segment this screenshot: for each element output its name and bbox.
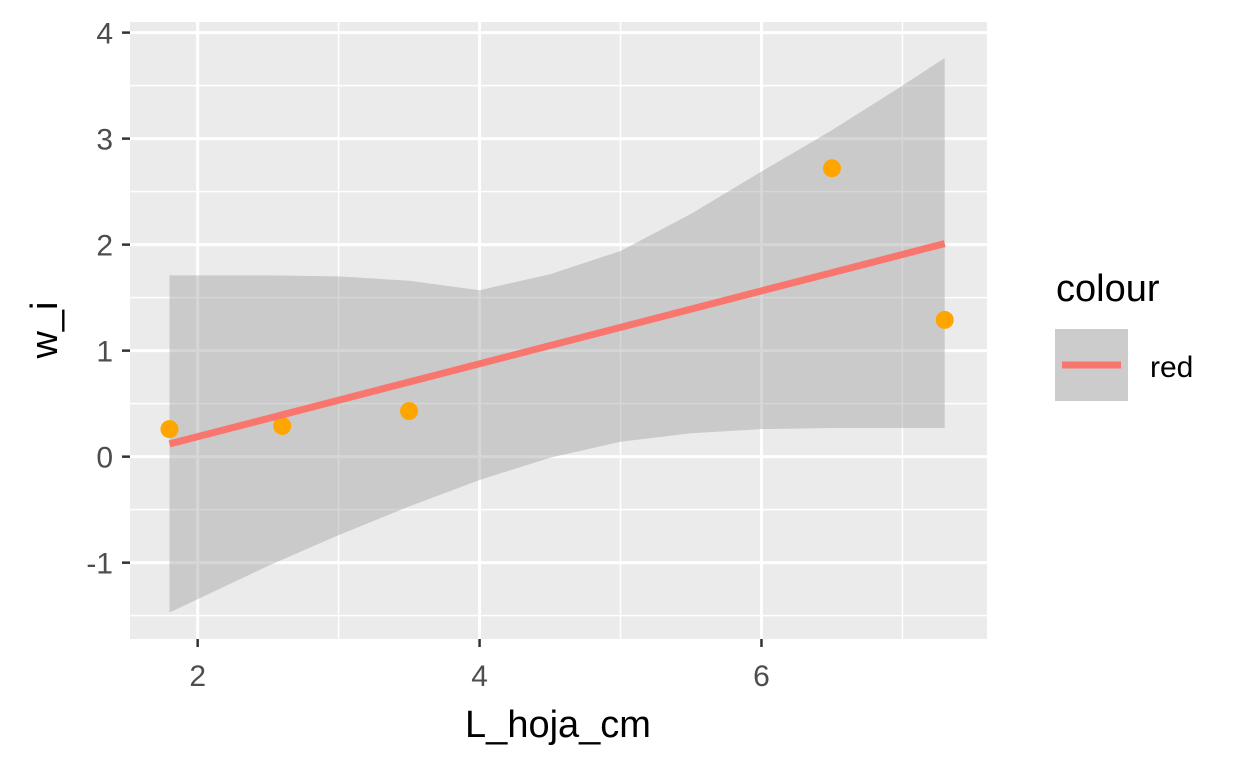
axis-ticks: [122, 31, 763, 647]
legend-label-red: red: [1150, 351, 1193, 384]
x-tick-label: 6: [753, 660, 770, 693]
data-point: [160, 420, 179, 439]
major-gridlines: [130, 22, 987, 639]
data-points: [160, 159, 954, 439]
regression-line: [168, 240, 946, 448]
y-tick-label: -1: [86, 548, 113, 581]
data-point: [400, 402, 419, 421]
x-axis-title: L_hoja_cm: [465, 704, 651, 746]
y-tick-label: 3: [96, 124, 113, 157]
confidence-band: [169, 58, 945, 613]
x-axis-tick-labels: 2 4 6: [189, 660, 770, 693]
y-axis-tick-labels: -1 0 1 2 3 4: [86, 18, 113, 581]
y-tick-label: 1: [96, 336, 113, 369]
panel-background: [130, 22, 987, 639]
y-tick-label: 0: [96, 442, 113, 475]
y-axis-title: w_i: [24, 301, 66, 359]
legend-title: colour: [1056, 268, 1160, 310]
y-tick-label: 4: [96, 18, 113, 51]
x-tick-label: 2: [189, 660, 206, 693]
data-point: [273, 416, 292, 435]
x-tick-label: 4: [471, 660, 488, 693]
y-tick-label: 2: [96, 230, 113, 263]
data-point: [822, 159, 841, 178]
data-point: [935, 310, 954, 329]
